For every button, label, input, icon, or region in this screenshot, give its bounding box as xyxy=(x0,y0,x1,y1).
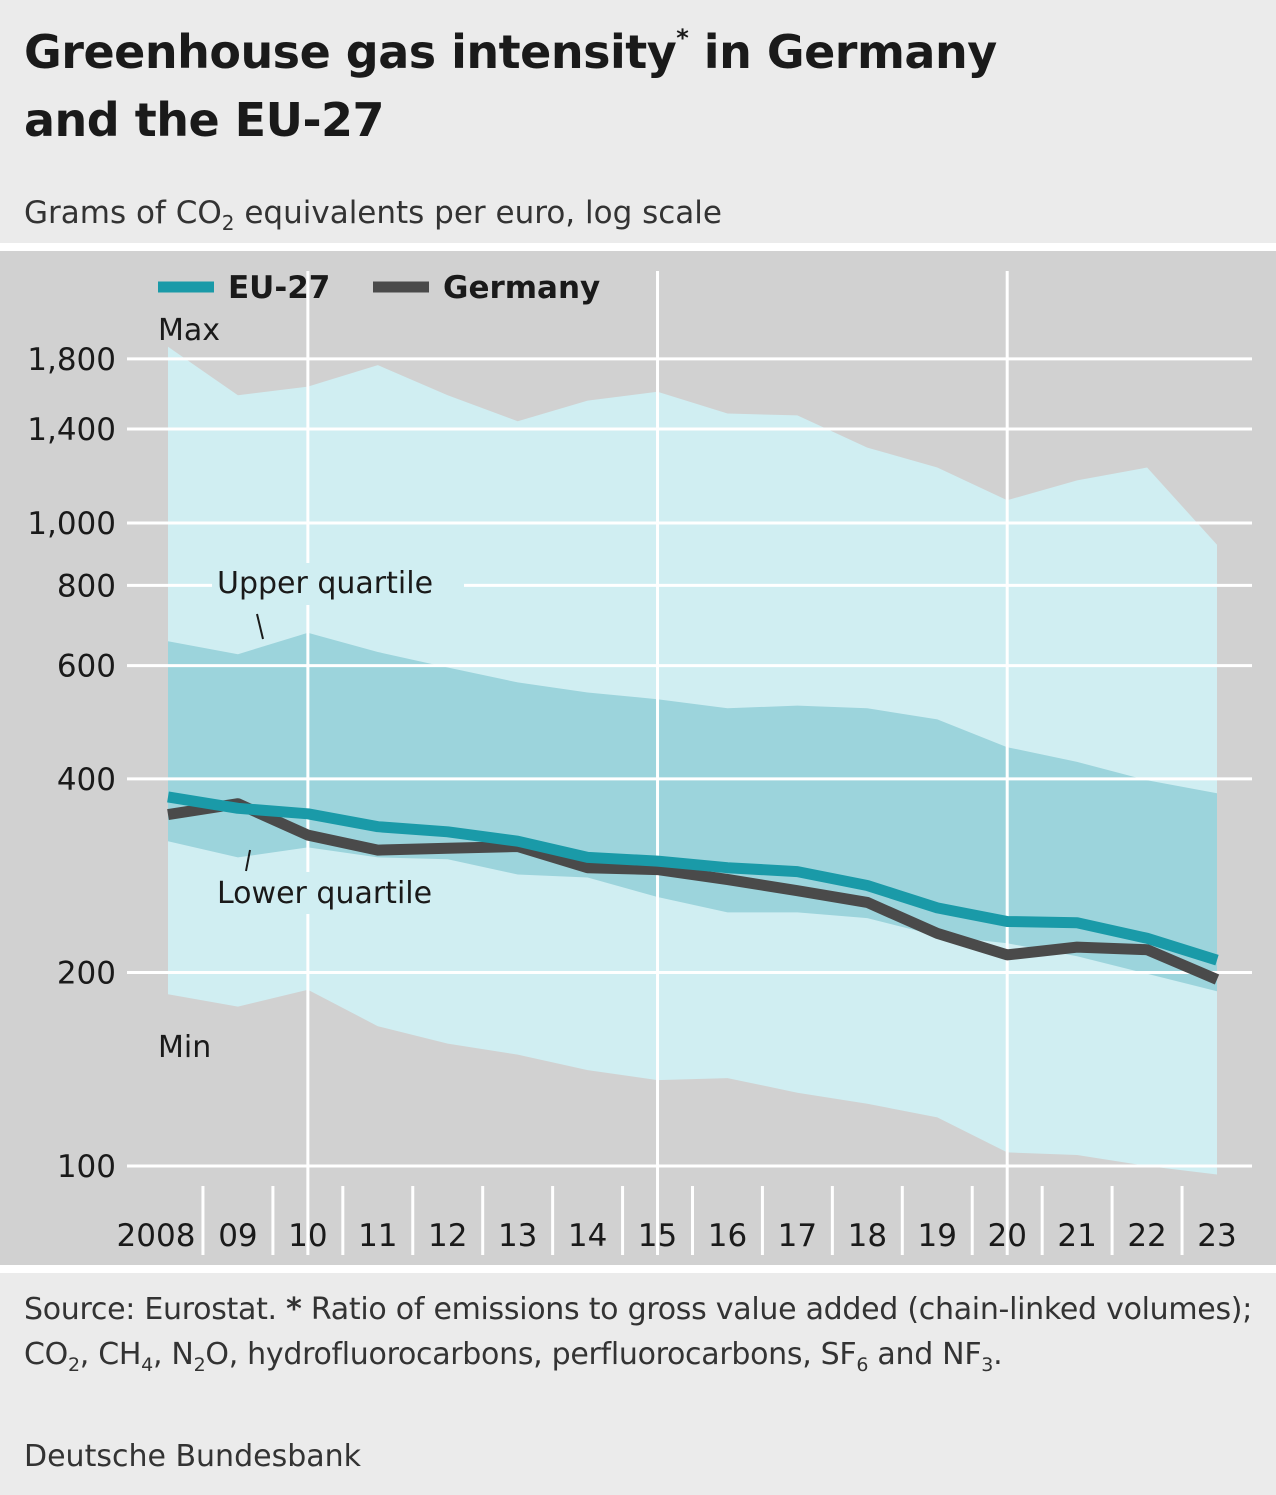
y-tick-label-600: 600 xyxy=(57,649,116,685)
x-tick-label: 2008 xyxy=(117,1218,196,1254)
x-tick-label: 15 xyxy=(638,1218,677,1254)
title-text: Greenhouse gas intensity xyxy=(24,25,677,79)
leader-upper-quartile xyxy=(256,613,264,640)
title-text-line2: and the EU-27 xyxy=(24,93,385,147)
band-label-upper-quartile: Upper quartile xyxy=(217,566,433,601)
footnote-mark: * xyxy=(286,1292,302,1327)
footnote-subscript: 2 xyxy=(193,1354,206,1376)
band-label-max: Max xyxy=(158,313,220,348)
footnote-text: O, hydrofluorocarbons, perfluorocarbons,… xyxy=(205,1337,857,1372)
x-tick-label: 12 xyxy=(428,1218,467,1254)
footnote-source: Source: Eurostat. xyxy=(24,1292,287,1327)
series-line-germany xyxy=(167,798,1220,985)
footnote-text: . xyxy=(993,1337,1003,1372)
x-tick-label: 23 xyxy=(1197,1218,1236,1254)
chart-title: Greenhouse gas intensity* in Germany and … xyxy=(24,18,997,154)
series-line-eu-27 xyxy=(167,791,1219,966)
x-ticks-layer xyxy=(201,1186,1184,1255)
footnote-subscript: 3 xyxy=(981,1354,994,1376)
footnote-text: , CH xyxy=(79,1337,142,1372)
y-tick-label-1400: 1,400 xyxy=(27,412,116,448)
band-label-lower-bg xyxy=(212,872,466,914)
legend-label-eu-27: EU-27 xyxy=(228,270,330,306)
subtitle-text: Grams of CO xyxy=(24,195,222,231)
y-tick-label-1800: 1,800 xyxy=(27,342,116,378)
footnote-subscript: 4 xyxy=(141,1354,153,1376)
x-tick-label: 18 xyxy=(848,1218,887,1254)
subtitle-subscript: 2 xyxy=(221,211,235,236)
divider-bottom xyxy=(0,1265,1276,1273)
band-label-upper-bg xyxy=(212,563,464,605)
x-tick-label: 21 xyxy=(1057,1218,1096,1254)
band-label-lower-quartile: Lower quartile xyxy=(217,876,432,911)
grid-layer xyxy=(127,271,1252,1255)
footnote-subscript: 2 xyxy=(67,1354,80,1376)
x-tick-label: 19 xyxy=(918,1218,957,1254)
y-tick-label-100: 100 xyxy=(57,1149,116,1185)
legend: EU-27 Germany xyxy=(158,270,600,306)
band-interquartile xyxy=(168,632,1217,992)
subtitle-text-rest: equivalents per euro, log scale xyxy=(234,195,722,231)
series-layer xyxy=(167,791,1220,985)
bands-layer xyxy=(168,346,1217,1175)
band-label-min: Min xyxy=(158,1030,211,1065)
title-footnote-mark: * xyxy=(676,24,689,52)
band-labels-layer: Max Min Upper quartile Lower quartile xyxy=(158,313,466,1065)
chart-svg: 100 200 400 600 800 1,000 1,400 1,800 2008 09 10 1… xyxy=(27,270,1252,1255)
divider-top xyxy=(0,243,1276,251)
footnote-text: , N xyxy=(152,1337,194,1372)
publisher-credit: Deutsche Bundesbank xyxy=(24,1439,362,1474)
y-tick-label-1000: 1,000 xyxy=(27,506,116,542)
footnote-text: and NF xyxy=(868,1337,982,1372)
legend-label-germany: Germany xyxy=(443,270,600,306)
x-tick-label: 22 xyxy=(1127,1218,1166,1254)
chart-area: 100 200 400 600 800 1,000 1,400 1,800 2008 09 10 1… xyxy=(0,251,1276,1265)
y-tick-label-200: 200 xyxy=(57,955,116,991)
y-axis-labels: 100 200 400 600 800 1,000 1,400 1,800 xyxy=(27,342,116,1185)
x-tick-label: 10 xyxy=(288,1218,327,1254)
chart-header: Greenhouse gas intensity* in Germany and … xyxy=(0,0,1276,243)
x-tick-label: 13 xyxy=(498,1218,537,1254)
y-tick-label-400: 400 xyxy=(57,762,116,798)
x-tick-label: 14 xyxy=(568,1218,607,1254)
footnote: Source: Eurostat. * Ratio of emissions t… xyxy=(24,1287,1252,1377)
x-tick-label: 20 xyxy=(987,1218,1026,1254)
x-tick-label: 16 xyxy=(708,1218,747,1254)
x-tick-label: 11 xyxy=(358,1218,397,1254)
leader-lower-quartile xyxy=(245,849,251,872)
y-tick-label-800: 800 xyxy=(57,568,116,604)
footnote-text: Ratio of emissions to gross value added … xyxy=(24,1292,1253,1372)
chart-subtitle: Grams of CO2 equivalents per euro, log s… xyxy=(24,193,722,233)
title-text-rest: in Germany xyxy=(688,25,997,79)
x-tick-label: 17 xyxy=(778,1218,817,1254)
footnote-subscript: 6 xyxy=(856,1354,869,1376)
x-axis-labels: 2008 09 10 11 12 13 14 15 16 17 18 19 20 21 22 23 xyxy=(117,1218,1237,1254)
x-tick-label: 09 xyxy=(218,1218,257,1254)
